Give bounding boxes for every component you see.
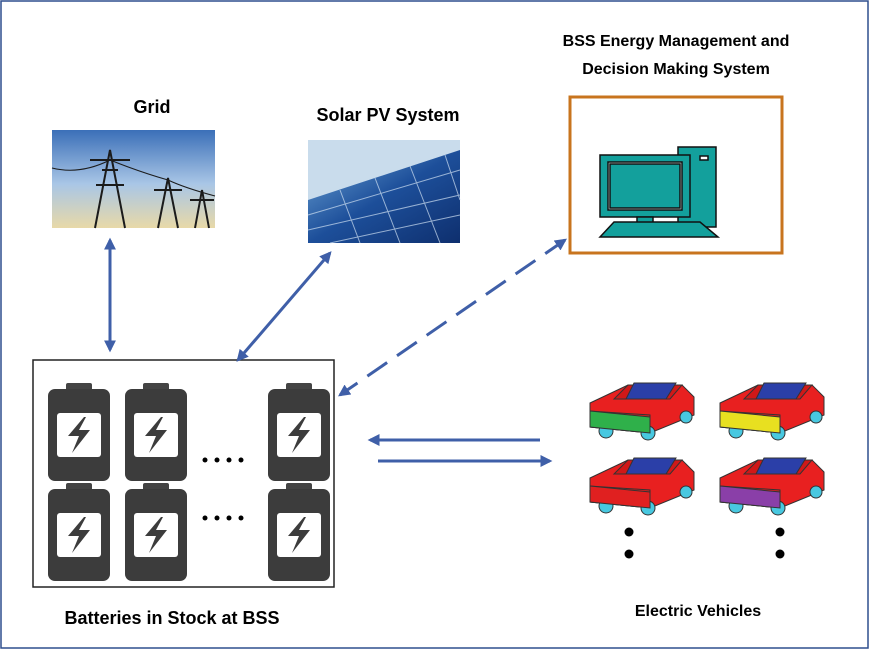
computer-icon — [600, 147, 718, 237]
grid-label: Grid — [133, 97, 170, 117]
shape-circle — [215, 516, 220, 521]
vehicles-label: Electric Vehicles — [635, 603, 761, 620]
shape-circle — [239, 516, 244, 521]
page: {"nodes": { "grid": {"label": "Grid"}, "… — [0, 0, 869, 649]
shape-circle — [203, 458, 208, 463]
shape-circle — [227, 516, 232, 521]
shape-rect — [700, 156, 708, 160]
shape-circle — [776, 528, 785, 537]
vehicle-dots — [625, 528, 785, 559]
battery — [268, 383, 330, 481]
battery — [268, 483, 330, 581]
shape-circle — [776, 550, 785, 559]
solar-image — [308, 140, 460, 243]
solar-label: Solar PV System — [316, 105, 459, 125]
bss-label-line: BSS Energy Management and — [563, 33, 790, 50]
batteries-label: Batteries in Stock at BSS — [64, 608, 279, 628]
grid-image — [52, 130, 215, 228]
shape-path — [600, 222, 718, 237]
shape-rect — [52, 130, 215, 228]
shape-circle — [625, 528, 634, 537]
solar-arrow — [238, 253, 330, 360]
control-arrow — [340, 240, 565, 395]
bss-label-line: Decision Making System — [582, 61, 770, 78]
battery — [48, 383, 110, 481]
shape-circle — [203, 516, 208, 521]
shape-circle — [227, 458, 232, 463]
battery — [125, 383, 187, 481]
diagram: Grid Solar PV System BSS Energy Manageme… — [0, 0, 869, 649]
battery — [48, 483, 110, 581]
shape-circle — [239, 458, 244, 463]
battery — [125, 483, 187, 581]
shape-rect — [610, 164, 680, 208]
shape-circle — [625, 550, 634, 559]
shape-circle — [215, 458, 220, 463]
